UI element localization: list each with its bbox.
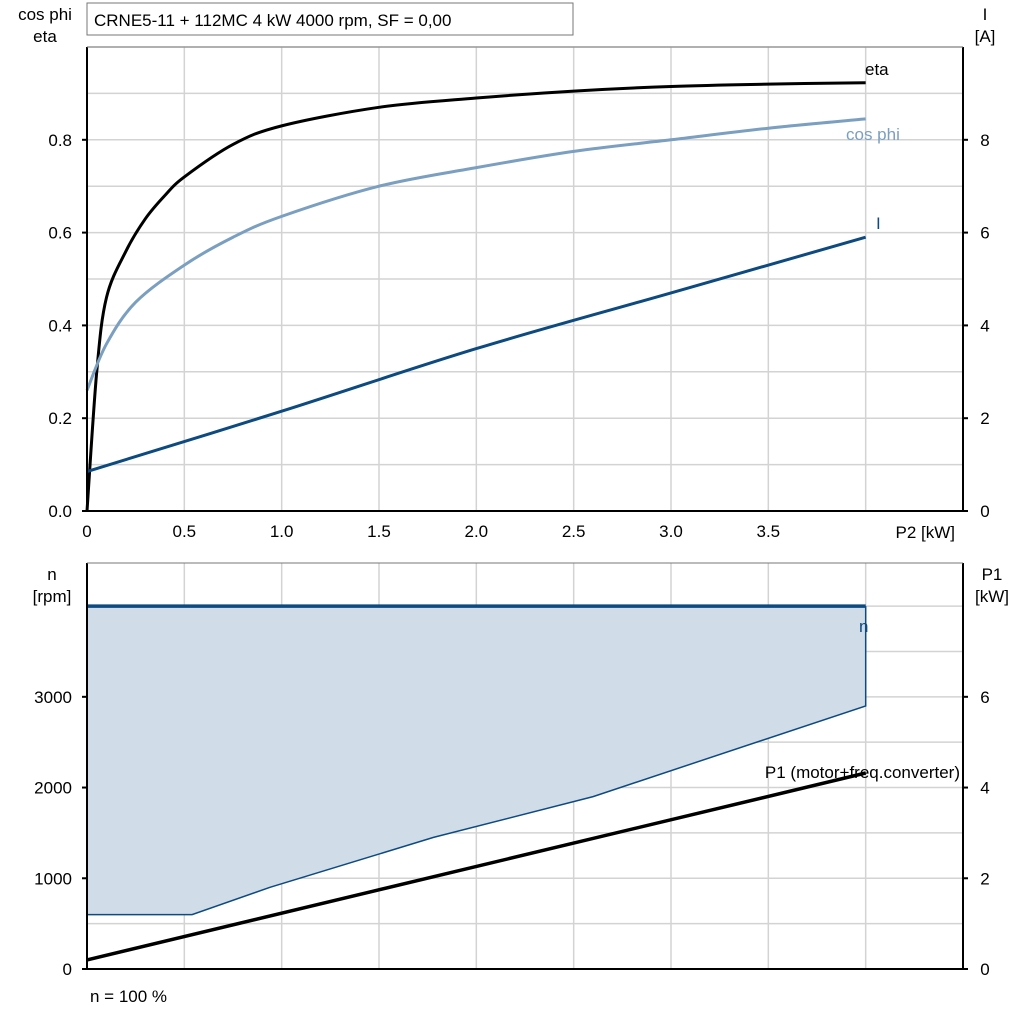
x-tick-label: 3.0 [659, 522, 683, 541]
top-right-ylabel-1: I [983, 5, 988, 24]
speed-range-area [87, 606, 866, 915]
series-label-i: I [876, 214, 881, 233]
y-tick-label-right: 2 [980, 869, 989, 888]
y-tick-label-right: 0 [980, 960, 989, 979]
top-left-ylabel-1: cos phi [18, 5, 72, 24]
x-tick-label: 2.0 [465, 522, 489, 541]
cos-phi-curve [85, 117, 866, 391]
eta-curve [85, 81, 866, 512]
y-tick-label-left: 0.2 [48, 409, 72, 428]
x-tick-label: 1.5 [367, 522, 391, 541]
min-speed-curve [87, 606, 867, 916]
x-tick-label: 2.5 [562, 522, 586, 541]
y-tick-label-right: 8 [980, 131, 989, 150]
y-tick-label-right: 4 [980, 316, 989, 335]
y-tick-label-left: 1000 [34, 869, 72, 888]
x-tick-label: 1.0 [270, 522, 294, 541]
title-box [86, 2, 574, 36]
x-tick-label: 0.5 [173, 522, 197, 541]
top-xlabel: P2 [kW] [895, 523, 955, 542]
current-curve [86, 235, 867, 473]
bottom-right-ylabel-2: [kW] [975, 587, 1009, 606]
chart-title: CRNE5-11 + 112MC 4 kW 4000 rpm, SF = 0,0… [94, 11, 451, 30]
y-tick-label-right: 6 [980, 224, 989, 243]
top-right-ylabel-2: [A] [975, 27, 996, 46]
y-tick-label-right: 0 [980, 502, 989, 521]
bottom-left-ylabel-1: n [47, 565, 56, 584]
top-left-ylabel-2: eta [33, 27, 57, 46]
y-tick-label-left: 2000 [34, 779, 72, 798]
series-label-eta: eta [865, 60, 889, 79]
p1-curve [86, 771, 867, 962]
series-label-n: n [859, 617, 868, 636]
series-label-cos-phi: cos phi [846, 125, 900, 144]
y-tick-label-left: 0.6 [48, 224, 72, 243]
y-tick-label-right: 4 [980, 779, 989, 798]
y-tick-label-right: 2 [980, 409, 989, 428]
bottom-left-ylabel-2: [rpm] [33, 587, 72, 606]
y-tick-label-left: 0.4 [48, 316, 72, 335]
speed-footer-label: n = 100 % [90, 987, 167, 1006]
y-tick-label-left: 0.0 [48, 502, 72, 521]
y-tick-label-left: 3000 [34, 688, 72, 707]
y-tick-label-left: 0.8 [48, 131, 72, 150]
x-tick-label: 0 [82, 522, 91, 541]
series-label-p1: P1 (motor+freq.converter) [765, 763, 960, 782]
y-tick-label-left: 0 [63, 960, 72, 979]
x-tick-label: 3.5 [757, 522, 781, 541]
y-tick-label-right: 6 [980, 688, 989, 707]
bottom-right-ylabel-1: P1 [982, 565, 1003, 584]
